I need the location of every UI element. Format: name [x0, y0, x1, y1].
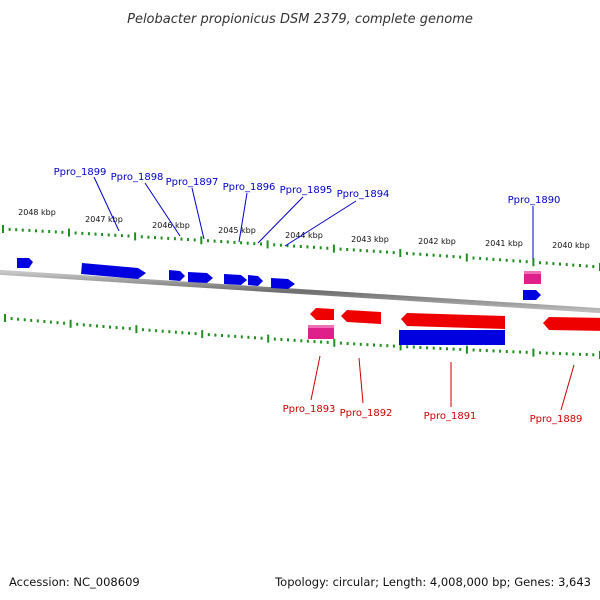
gene-label-ppro-1892[interactable]: Ppro_1892 [340, 408, 393, 419]
reverse-genes [308, 308, 600, 345]
scale-label-2043: 2043 kbp [351, 235, 389, 244]
forward-genes [17, 258, 541, 300]
forward-gene-arrow[interactable] [17, 258, 33, 268]
gene-label-ppro-1894[interactable]: Ppro_1894 [337, 189, 390, 200]
leader-line-ppro-1894 [284, 200, 357, 247]
forward-gene-arrow-ppro-1895[interactable] [248, 275, 263, 286]
genome-summary-text: Topology: circular; Length: 4,008,000 bp… [274, 575, 591, 589]
scale-label-2044: 2044 kbp [285, 231, 323, 240]
leader-line-ppro-1893 [310, 355, 321, 401]
rna-gene-reverse[interactable] [308, 325, 334, 339]
scale-label-2041: 2041 kbp [485, 239, 523, 248]
forward-gene-arrow-ppro-1897[interactable] [188, 272, 213, 283]
leader-line-ppro-1892 [358, 357, 364, 404]
forward-gene-arrow-ppro-1898[interactable] [169, 270, 185, 281]
leader-line-ppro-1898 [144, 182, 181, 237]
forward-gene-arrow-ppro-1899[interactable] [81, 263, 146, 279]
leader-line-ppro-1899 [93, 176, 120, 232]
outer-scale-ticks [2, 225, 600, 271]
gene-label-ppro-1889[interactable]: Ppro_1889 [530, 414, 583, 425]
scale-label-2042: 2042 kbp [418, 237, 456, 246]
gene-label-ppro-1893[interactable]: Ppro_1893 [283, 404, 336, 415]
rna-gene-forward[interactable] [524, 271, 541, 284]
scale-label-2040: 2040 kbp [552, 241, 590, 250]
gene-label-ppro-1897[interactable]: Ppro_1897 [166, 177, 219, 188]
scale-labels: 2048 kbp 2047 kbp 2046 kbp 2045 kbp 2044… [18, 208, 590, 250]
scale-label-2046: 2046 kbp [152, 221, 190, 230]
forward-gene-arrow-ppro-1894[interactable] [271, 278, 295, 289]
reverse-gene-arrow-ppro-1893[interactable] [310, 308, 334, 320]
gene-label-ppro-1896[interactable]: Ppro_1896 [223, 182, 276, 193]
leader-line-ppro-1895 [257, 196, 304, 244]
reverse-gene-arrow-ppro-1889[interactable] [543, 317, 600, 331]
forward-gene-labels: Ppro_1899 Ppro_1898 Ppro_1897 Ppro_1896 … [54, 167, 561, 259]
accession-text: Accession: NC_008609 [9, 575, 140, 589]
gene-label-ppro-1899[interactable]: Ppro_1899 [54, 167, 107, 178]
genome-backbone [0, 269, 600, 314]
map-title: Pelobacter propionicus DSM 2379, complet… [127, 12, 473, 27]
scale-label-2048: 2048 kbp [18, 208, 56, 217]
scale-label-2045: 2045 kbp [218, 226, 256, 235]
reverse-gene-arrow-ppro-1892[interactable] [341, 310, 381, 324]
forward-gene-arrow-ppro-1896[interactable] [224, 274, 247, 285]
gene-label-ppro-1895[interactable]: Ppro_1895 [280, 185, 333, 196]
inner-scale-ticks [4, 314, 600, 359]
forward-gene-arrow-ppro-1890[interactable] [523, 290, 541, 300]
gene-label-ppro-1898[interactable]: Ppro_1898 [111, 172, 164, 183]
forward-gene-bar-inner[interactable] [399, 330, 505, 345]
reverse-gene-arrow-ppro-1891[interactable] [401, 313, 505, 329]
gene-label-ppro-1891[interactable]: Ppro_1891 [424, 411, 477, 422]
leader-line-ppro-1897 [191, 187, 205, 240]
reverse-gene-labels: Ppro_1893 Ppro_1892 Ppro_1891 Ppro_1889 [283, 355, 583, 425]
leader-line-ppro-1889 [560, 364, 575, 411]
leader-line-ppro-1896 [238, 192, 248, 243]
scale-label-2047: 2047 kbp [85, 215, 123, 224]
rna-gene-reverse-highlight [308, 325, 334, 328]
gene-label-ppro-1890[interactable]: Ppro_1890 [508, 195, 561, 206]
rna-gene-forward-highlight [524, 271, 541, 274]
